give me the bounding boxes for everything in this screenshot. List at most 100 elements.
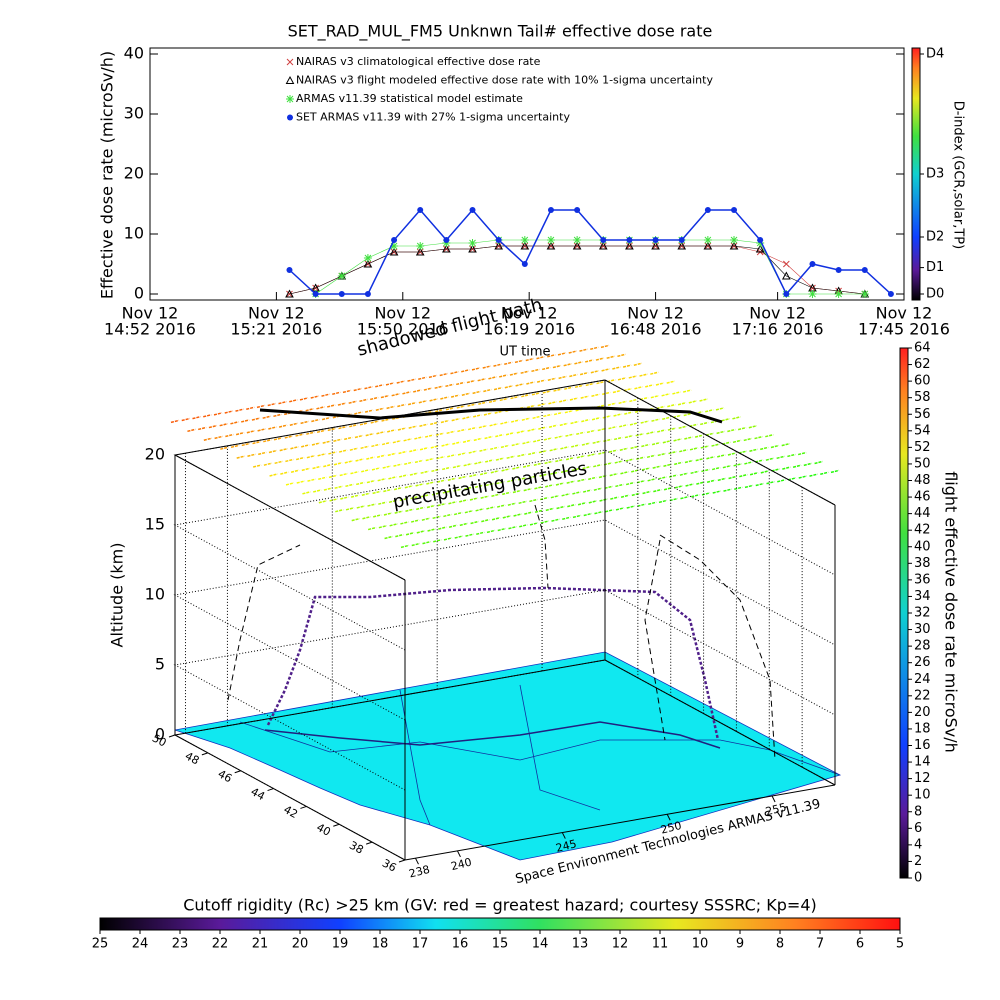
particle xyxy=(452,441,461,445)
particle xyxy=(333,438,342,442)
particle xyxy=(574,361,583,365)
particle xyxy=(599,498,608,502)
particle xyxy=(760,470,770,474)
colorbar-tick-label: 10 xyxy=(692,937,709,952)
particle xyxy=(235,431,245,436)
particle xyxy=(647,478,656,482)
marker xyxy=(729,241,739,250)
particle xyxy=(203,437,213,441)
particle xyxy=(755,482,764,487)
particle xyxy=(220,446,229,450)
particle xyxy=(504,385,514,389)
particle xyxy=(648,501,657,506)
particle xyxy=(576,431,585,436)
particle xyxy=(323,463,332,468)
particle xyxy=(620,494,630,498)
particle xyxy=(395,533,404,538)
particle xyxy=(485,482,494,487)
particle xyxy=(388,476,397,480)
particle xyxy=(354,434,364,439)
colorbar-tick-label: 12 xyxy=(612,937,629,952)
particle xyxy=(685,483,694,487)
colorbar-tick-label: 24 xyxy=(914,672,931,687)
colorbar-tick-label: 64 xyxy=(914,341,931,356)
particle xyxy=(398,474,408,478)
particle xyxy=(594,510,603,515)
particle xyxy=(547,377,557,381)
particle xyxy=(798,475,807,479)
particle xyxy=(278,400,287,405)
particle xyxy=(400,521,409,525)
particle xyxy=(716,430,725,435)
marker xyxy=(287,114,293,121)
z-tick-label: 5 xyxy=(155,655,165,674)
particle xyxy=(279,447,288,452)
colorbar-tick-label: 6 xyxy=(856,937,864,952)
particle xyxy=(711,443,720,447)
particle xyxy=(543,437,553,441)
particle xyxy=(528,475,537,479)
particle xyxy=(404,485,414,489)
x-tick-label: Nov 12 xyxy=(374,304,431,323)
particle xyxy=(639,373,648,377)
particle xyxy=(552,364,562,369)
particle xyxy=(410,495,419,500)
particle xyxy=(467,426,477,431)
particle xyxy=(430,421,439,426)
marker xyxy=(338,291,345,297)
marker xyxy=(574,207,581,213)
x-tick-label: 250 xyxy=(659,819,683,837)
axis-line xyxy=(174,454,406,581)
particle xyxy=(453,488,462,492)
marker xyxy=(286,267,293,273)
particle xyxy=(396,380,405,384)
marker xyxy=(781,271,791,280)
particle xyxy=(318,500,328,504)
particle xyxy=(527,451,537,456)
particle xyxy=(754,459,764,463)
particle xyxy=(666,380,675,384)
particle xyxy=(564,386,573,390)
particle xyxy=(678,425,687,429)
particle xyxy=(421,517,431,521)
particle xyxy=(236,455,245,459)
colorbar-tick-label: 13 xyxy=(572,937,589,952)
particle xyxy=(646,454,656,459)
x-tick-label: 17:45 2016 xyxy=(858,320,950,339)
particle xyxy=(695,457,704,462)
particle xyxy=(267,402,276,407)
particle xyxy=(459,499,468,503)
particle xyxy=(431,492,441,496)
particle xyxy=(548,424,558,428)
particle xyxy=(656,405,665,410)
particle xyxy=(525,357,534,362)
y-tick-label: 50 xyxy=(150,732,168,750)
particle xyxy=(651,441,661,446)
particle xyxy=(529,522,539,526)
x-tick-label: 16:48 2016 xyxy=(610,320,702,339)
particle xyxy=(478,424,488,429)
particle xyxy=(377,477,386,482)
map-border xyxy=(399,689,431,826)
x-tick xyxy=(666,814,671,821)
marker xyxy=(469,207,476,213)
particle xyxy=(506,455,515,459)
particle xyxy=(667,403,676,408)
particle xyxy=(580,395,589,399)
particle xyxy=(316,406,325,410)
particle xyxy=(551,518,560,522)
particle xyxy=(776,455,785,460)
particle xyxy=(559,422,569,427)
particle xyxy=(307,478,316,482)
marker xyxy=(626,237,633,243)
particle xyxy=(620,471,629,475)
colorbar-tick-label: 30 xyxy=(914,622,931,637)
particle xyxy=(450,370,459,375)
particle xyxy=(381,441,391,446)
particle xyxy=(588,500,598,504)
particle xyxy=(614,460,623,464)
marker xyxy=(834,290,843,298)
particle xyxy=(268,449,278,454)
particle xyxy=(579,348,588,352)
shadowed-flight-path xyxy=(259,406,723,424)
